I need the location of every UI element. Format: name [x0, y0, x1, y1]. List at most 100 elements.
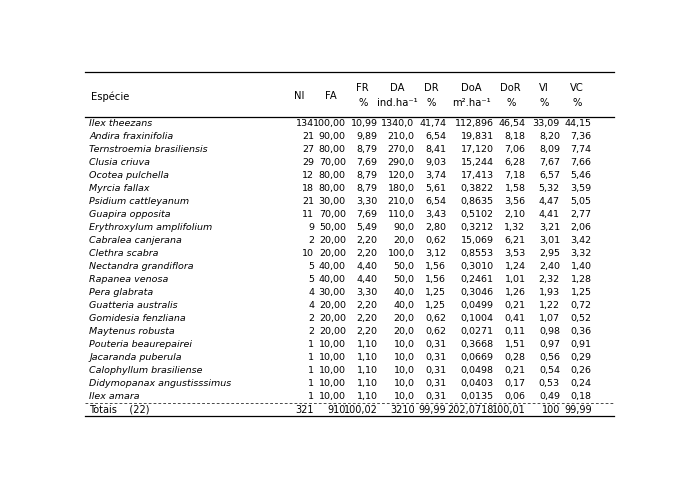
Text: 8,79: 8,79	[357, 184, 378, 193]
Text: 1,51: 1,51	[505, 340, 526, 349]
Text: 100,0: 100,0	[387, 249, 415, 258]
Text: 1,10: 1,10	[357, 392, 378, 401]
Text: Totais    (22): Totais (22)	[89, 405, 150, 415]
Text: 1,10: 1,10	[357, 340, 378, 349]
Text: 10,00: 10,00	[318, 340, 346, 349]
Text: 100,02: 100,02	[344, 405, 378, 415]
Text: 21: 21	[302, 197, 314, 206]
Text: 0,8553: 0,8553	[461, 249, 494, 258]
Text: 6,57: 6,57	[539, 171, 560, 180]
Text: 4,41: 4,41	[539, 210, 560, 219]
Text: 0,56: 0,56	[539, 353, 560, 362]
Text: Gomidesia fenzliana: Gomidesia fenzliana	[89, 314, 186, 323]
Text: Maytenus robusta: Maytenus robusta	[89, 327, 175, 336]
Text: 6,28: 6,28	[505, 158, 526, 167]
Text: Jacaranda puberula: Jacaranda puberula	[89, 353, 182, 362]
Text: 112,896: 112,896	[455, 119, 494, 128]
Text: 3210: 3210	[390, 405, 415, 415]
Text: 0,54: 0,54	[539, 366, 560, 375]
Text: 100,01: 100,01	[492, 405, 526, 415]
Text: 0,2461: 0,2461	[461, 275, 494, 284]
Text: %: %	[358, 98, 368, 108]
Text: 9,89: 9,89	[357, 132, 378, 141]
Text: 6,54: 6,54	[426, 132, 446, 141]
Text: 8,79: 8,79	[357, 145, 378, 154]
Text: 0,3010: 0,3010	[461, 262, 494, 271]
Text: 2,80: 2,80	[426, 223, 446, 232]
Text: 0,31: 0,31	[425, 353, 446, 362]
Text: 0,41: 0,41	[505, 314, 526, 323]
Text: Guapira opposita: Guapira opposita	[89, 210, 171, 219]
Text: 134: 134	[296, 119, 314, 128]
Text: 7,66: 7,66	[571, 158, 591, 167]
Text: 1,01: 1,01	[505, 275, 526, 284]
Text: 0,5102: 0,5102	[461, 210, 494, 219]
Text: 2,40: 2,40	[539, 262, 560, 271]
Text: 50,00: 50,00	[318, 223, 346, 232]
Text: 20,00: 20,00	[318, 327, 346, 336]
Text: 0,3046: 0,3046	[461, 288, 494, 297]
Text: 80,00: 80,00	[318, 171, 346, 180]
Text: 210,0: 210,0	[387, 197, 415, 206]
Text: Psidium cattleyanum: Psidium cattleyanum	[89, 197, 190, 206]
Text: 21: 21	[302, 132, 314, 141]
Text: 1: 1	[308, 340, 314, 349]
Text: 0,26: 0,26	[571, 366, 591, 375]
Text: 0,3668: 0,3668	[461, 340, 494, 349]
Text: m².ha⁻¹: m².ha⁻¹	[451, 98, 490, 108]
Text: 40,0: 40,0	[394, 301, 415, 310]
Text: 11: 11	[302, 210, 314, 219]
Text: 0,31: 0,31	[425, 340, 446, 349]
Text: 70,00: 70,00	[318, 158, 346, 167]
Text: 2,10: 2,10	[505, 210, 526, 219]
Text: 0,31: 0,31	[425, 379, 446, 388]
Text: Andira fraxinifolia: Andira fraxinifolia	[89, 132, 174, 141]
Text: 3,43: 3,43	[425, 210, 446, 219]
Text: 7,69: 7,69	[357, 158, 378, 167]
Text: Guatteria australis: Guatteria australis	[89, 301, 178, 310]
Text: DoR: DoR	[501, 83, 521, 93]
Text: 17,120: 17,120	[461, 145, 494, 154]
Text: 2: 2	[308, 327, 314, 336]
Text: Rapanea venosa: Rapanea venosa	[89, 275, 169, 284]
Text: 0,06: 0,06	[505, 392, 526, 401]
Text: 2,06: 2,06	[571, 223, 591, 232]
Text: 110,0: 110,0	[387, 210, 415, 219]
Text: 5,05: 5,05	[571, 197, 591, 206]
Text: %: %	[539, 98, 548, 108]
Text: Clethra scabra: Clethra scabra	[89, 249, 159, 258]
Text: 5: 5	[308, 262, 314, 271]
Text: 1: 1	[308, 353, 314, 362]
Text: 27: 27	[302, 145, 314, 154]
Text: 2,77: 2,77	[571, 210, 591, 219]
Text: FR: FR	[357, 83, 369, 93]
Text: 2: 2	[308, 236, 314, 245]
Text: 3,32: 3,32	[570, 249, 591, 258]
Text: 7,74: 7,74	[571, 145, 591, 154]
Text: 8,18: 8,18	[505, 132, 526, 141]
Text: Nectandra grandiflora: Nectandra grandiflora	[89, 262, 194, 271]
Text: Ternstroemia brasiliensis: Ternstroemia brasiliensis	[89, 145, 208, 154]
Text: 7,18: 7,18	[505, 171, 526, 180]
Text: 10,0: 10,0	[394, 379, 415, 388]
Text: 0,53: 0,53	[539, 379, 560, 388]
Text: 20,0: 20,0	[394, 327, 415, 336]
Text: 3,21: 3,21	[539, 223, 560, 232]
Text: 0,36: 0,36	[570, 327, 591, 336]
Text: 0,31: 0,31	[425, 366, 446, 375]
Text: 10,0: 10,0	[394, 353, 415, 362]
Text: 70,00: 70,00	[318, 210, 346, 219]
Text: 99,99: 99,99	[419, 405, 446, 415]
Text: Pouteria beaurepairei: Pouteria beaurepairei	[89, 340, 192, 349]
Text: 0,98: 0,98	[539, 327, 560, 336]
Text: 40,00: 40,00	[318, 262, 346, 271]
Text: 0,18: 0,18	[571, 392, 591, 401]
Text: 3,30: 3,30	[356, 288, 378, 297]
Text: 1,07: 1,07	[539, 314, 560, 323]
Text: 1,25: 1,25	[571, 288, 591, 297]
Text: 8,41: 8,41	[426, 145, 446, 154]
Text: 0,62: 0,62	[426, 314, 446, 323]
Text: Erythroxylum amplifolium: Erythroxylum amplifolium	[89, 223, 213, 232]
Text: %: %	[506, 98, 516, 108]
Text: 1,32: 1,32	[505, 223, 526, 232]
